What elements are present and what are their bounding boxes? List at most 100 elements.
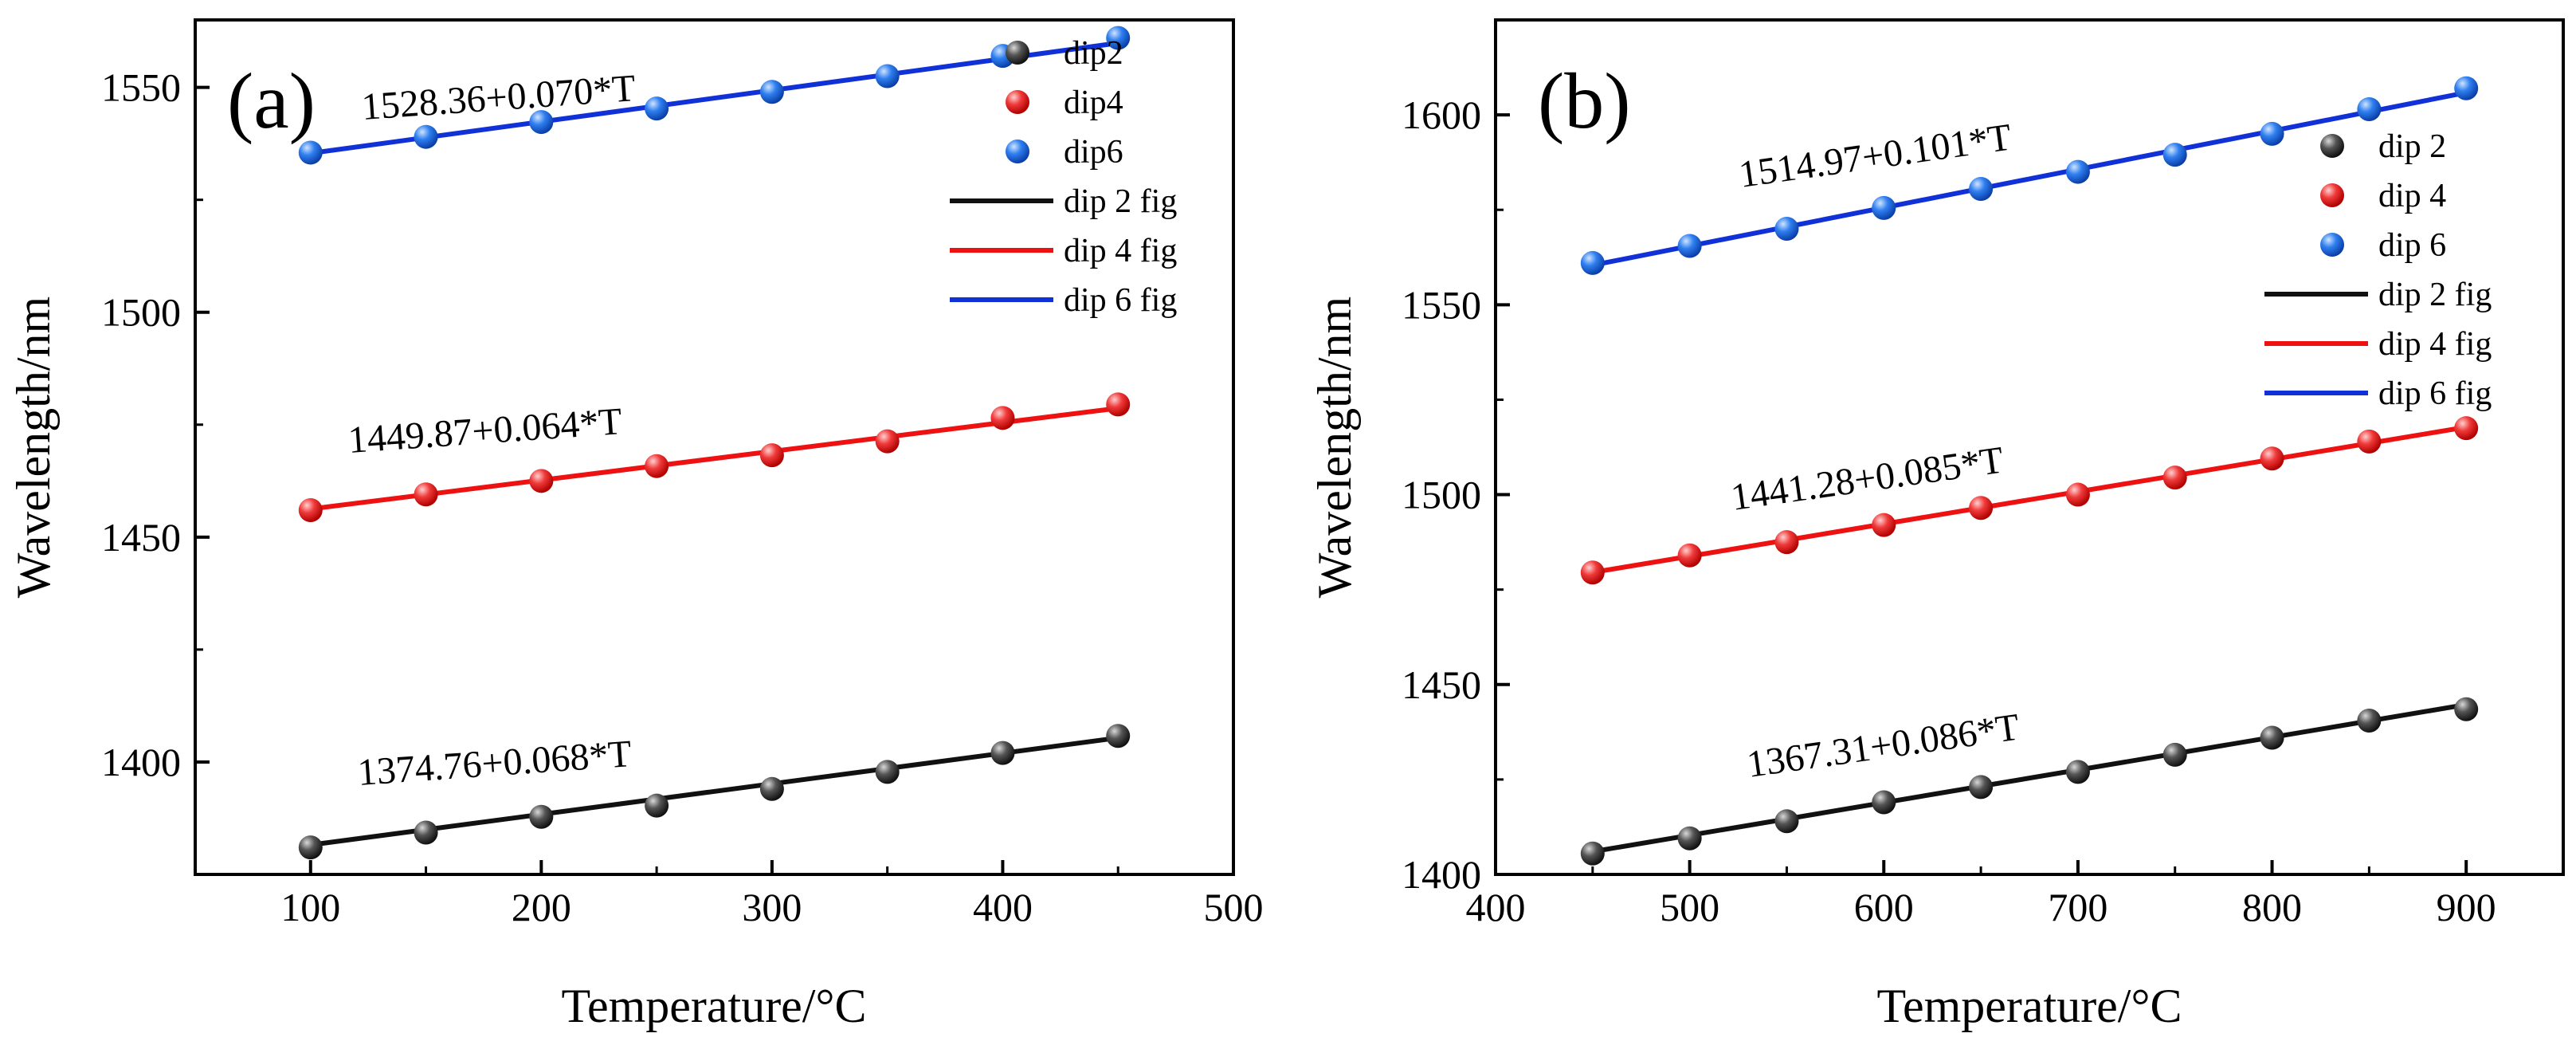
fit-line-dip6 [310, 41, 1119, 156]
data-point-dip6 [2454, 76, 2479, 100]
data-point-dip4 [759, 443, 784, 468]
panel-a-equation-dip2: 1374.76+0.068*T [356, 733, 633, 794]
y-tick-label: 1500 [1402, 473, 1481, 517]
data-point-dip6 [1969, 177, 1994, 202]
data-point-dip6 [2357, 96, 2382, 121]
data-point-dip2 [414, 820, 438, 845]
data-point-dip4 [1774, 530, 1799, 555]
panel-a-equation-dip4: 1449.87+0.064*T [347, 400, 623, 462]
panel-a-markers [298, 26, 1131, 860]
data-point-dip2 [759, 776, 784, 801]
legend-label: dip 2 fig [2378, 277, 2492, 313]
data-point-dip2 [298, 835, 323, 860]
data-point-dip2 [529, 804, 554, 829]
panel-b-markers [1580, 76, 2479, 866]
panel-b: 400 500 600 700 800 900 1400 1450 1500 1550 1600 (… [1308, 18, 2565, 1032]
data-point-dip4 [2454, 416, 2479, 441]
y-tick-label: 1450 [1402, 662, 1481, 707]
data-point-dip2 [1677, 826, 1702, 851]
panel-a-label: (a) [227, 57, 316, 145]
legend-label: dip 4 [2378, 178, 2446, 214]
data-point-dip6 [298, 140, 323, 165]
data-point-dip2 [1774, 809, 1799, 834]
data-point-dip6 [1774, 217, 1799, 242]
panel-b-plot-frame [1494, 18, 2565, 876]
legend-label: dip4 [1064, 84, 1123, 121]
data-point-dip4 [2260, 446, 2284, 471]
data-point-dip6 [875, 64, 900, 88]
data-point-dip4 [990, 406, 1015, 430]
x-tick-label: 300 [742, 885, 802, 929]
data-point-dip4 [298, 497, 323, 522]
x-tick-label: 100 [280, 885, 340, 929]
data-point-dip6 [645, 96, 669, 121]
legend-label: dip 4 fig [1064, 233, 1177, 269]
x-tick-label: 400 [973, 885, 1033, 929]
data-point-dip4 [1872, 513, 1896, 537]
data-point-dip6 [1106, 26, 1131, 50]
data-point-dip2 [1969, 775, 1994, 799]
panel-a-axes-ticks: 100 200 300 400 500 1400 1450 1500 1550 [101, 65, 1264, 929]
data-point-dip4 [2065, 482, 2090, 507]
data-point-dip4 [1969, 496, 1994, 521]
y-tick-label: 1600 [1402, 92, 1481, 137]
x-tick-label: 200 [512, 885, 571, 929]
data-point-dip4 [2162, 466, 2187, 490]
panel-a-y-axis-title: Wavelength/nm [7, 297, 60, 598]
legend-marker-dip2 [2320, 134, 2344, 158]
legend-label: dip 2 [2378, 128, 2446, 165]
y-tick-label: 1400 [1402, 852, 1481, 897]
data-point-dip2 [2357, 709, 2382, 733]
legend-label: dip6 [1064, 134, 1123, 171]
legend-label: dip 6 [2378, 227, 2446, 264]
x-tick-label: 400 [1466, 885, 1526, 929]
fit-line-dip2 [310, 735, 1119, 847]
legend-marker-dip4 [2320, 183, 2344, 207]
y-tick-label: 1450 [101, 515, 181, 560]
x-tick-label: 500 [1660, 885, 1719, 929]
data-point-dip2 [2162, 742, 2187, 767]
fit-line-dip4 [1592, 424, 2467, 576]
legend-label: dip 6 fig [1064, 282, 1177, 319]
x-tick-label: 900 [2437, 885, 2496, 929]
data-point-dip2 [990, 741, 1015, 765]
panel-b-axes-ticks: 400 500 600 700 800 900 1400 1450 1500 1550 1600 [1402, 92, 2496, 929]
data-point-dip6 [414, 124, 438, 149]
data-point-dip6 [1580, 250, 1605, 275]
panel-b-x-axis-title: Temperature/°C [1877, 980, 2182, 1032]
data-point-dip2 [1106, 724, 1131, 748]
legend-marker-dip4 [1006, 90, 1029, 114]
y-tick-label: 1500 [101, 290, 181, 335]
data-point-dip6 [759, 80, 784, 104]
legend-label: dip 2 fig [1064, 183, 1177, 220]
panel-b-legend: dip 2 dip 4 dip 6 dip 2 fig dip 4 fig dip 6 f… [2264, 128, 2492, 412]
legend-marker-dip2 [1006, 41, 1029, 65]
data-point-dip2 [645, 793, 669, 818]
data-point-dip4 [529, 469, 554, 493]
data-point-dip4 [2357, 429, 2382, 454]
legend-marker-dip6 [1006, 139, 1029, 163]
data-point-dip4 [414, 482, 438, 507]
data-point-dip2 [2454, 697, 2479, 721]
legend-label: dip 4 fig [2378, 326, 2492, 363]
panel-a-plot-frame [194, 18, 1235, 876]
panel-b-y-axis-title: Wavelength/nm [1308, 297, 1361, 598]
data-point-dip4 [1580, 560, 1605, 585]
fit-line-dip6 [1592, 90, 2467, 268]
panel-b-label: (b) [1538, 57, 1631, 145]
data-point-dip6 [2162, 143, 2187, 167]
y-tick-label: 1550 [101, 65, 181, 110]
legend-label: dip2 [1064, 35, 1123, 72]
x-tick-label: 800 [2242, 885, 2302, 929]
data-point-dip2 [875, 760, 900, 784]
panel-b-equation-dip4: 1441.28+0.085*T [1728, 438, 2006, 518]
panel-a-x-axis-title: Temperature/°C [562, 980, 867, 1032]
y-tick-label: 1550 [1402, 282, 1481, 327]
data-point-dip2 [2065, 760, 2090, 784]
legend-marker-dip6 [2320, 233, 2344, 257]
x-tick-label: 700 [2048, 885, 2107, 929]
data-point-dip2 [1872, 790, 1896, 815]
fit-line-dip4 [310, 406, 1119, 512]
data-point-dip4 [1677, 543, 1702, 568]
